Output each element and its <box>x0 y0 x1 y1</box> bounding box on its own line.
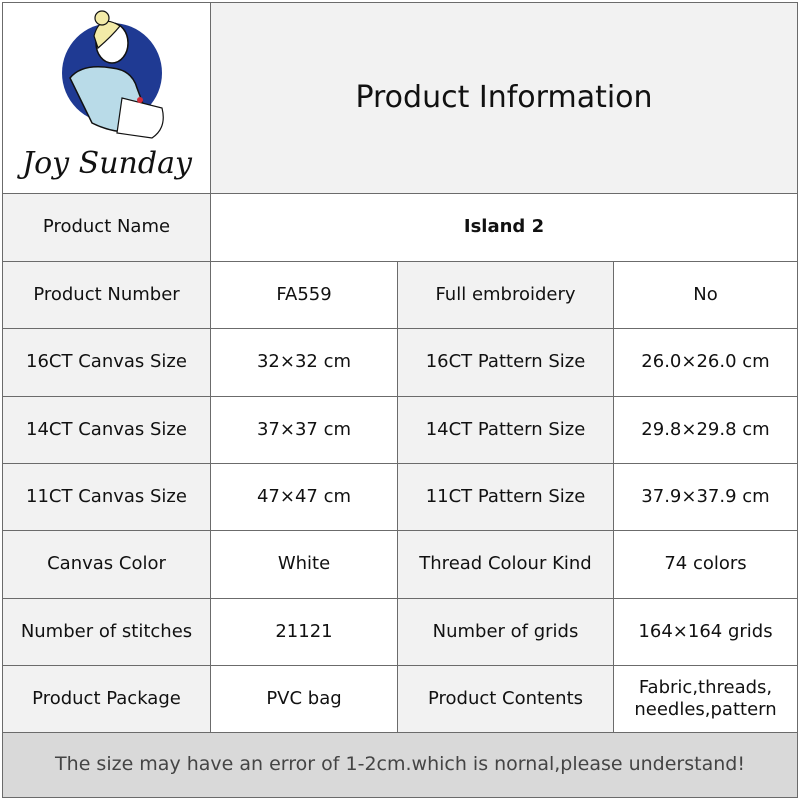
logo-text: Joy Sunday <box>16 146 193 181</box>
field-label-2: 16CT Canvas Size <box>2 328 211 397</box>
field-value-6: 164×164 grids <box>613 598 798 666</box>
field-value-2: 26.0×26.0 cm <box>613 328 798 397</box>
field-label-7: Product Contents <box>397 665 614 733</box>
field-value-5: White <box>210 530 398 599</box>
field-value-6: 21121 <box>210 598 398 666</box>
field-value-3: 29.8×29.8 cm <box>613 396 798 464</box>
field-value-7: PVC bag <box>210 665 398 733</box>
field-label-6: Number of stitches <box>2 598 211 666</box>
field-value-3: 37×37 cm <box>210 396 398 464</box>
field-label-6: Number of grids <box>397 598 614 666</box>
field-label-3: 14CT Canvas Size <box>2 396 211 464</box>
size-disclaimer: The size may have an error of 1-2cm.whic… <box>2 732 798 798</box>
field-label-5: Canvas Color <box>2 530 211 599</box>
field-value-5: 74 colors <box>613 530 798 599</box>
brand-logo: Joy Sunday <box>2 2 211 194</box>
field-value-2: 32×32 cm <box>210 328 398 397</box>
field-value-4: 37.9×37.9 cm <box>613 463 798 531</box>
field-label-4: 11CT Pattern Size <box>397 463 614 531</box>
page-title: Product Information <box>210 2 798 194</box>
field-label-4: 11CT Canvas Size <box>2 463 211 531</box>
field-label-1: Full embroidery <box>397 261 614 329</box>
product-name-label: Product Name <box>2 193 211 262</box>
field-label-1: Product Number <box>2 261 211 329</box>
embroidery-woman-logo-icon: Joy Sunday <box>16 10 193 181</box>
field-label-3: 14CT Pattern Size <box>397 396 614 464</box>
field-value-7: Fabric,threads, needles,pattern <box>613 665 798 733</box>
field-label-7: Product Package <box>2 665 211 733</box>
field-value-1: FA559 <box>210 261 398 329</box>
product-name-value: Island 2 <box>210 193 798 262</box>
field-value-4: 47×47 cm <box>210 463 398 531</box>
field-value-1: No <box>613 261 798 329</box>
field-label-2: 16CT Pattern Size <box>397 328 614 397</box>
field-label-5: Thread Colour Kind <box>397 530 614 599</box>
